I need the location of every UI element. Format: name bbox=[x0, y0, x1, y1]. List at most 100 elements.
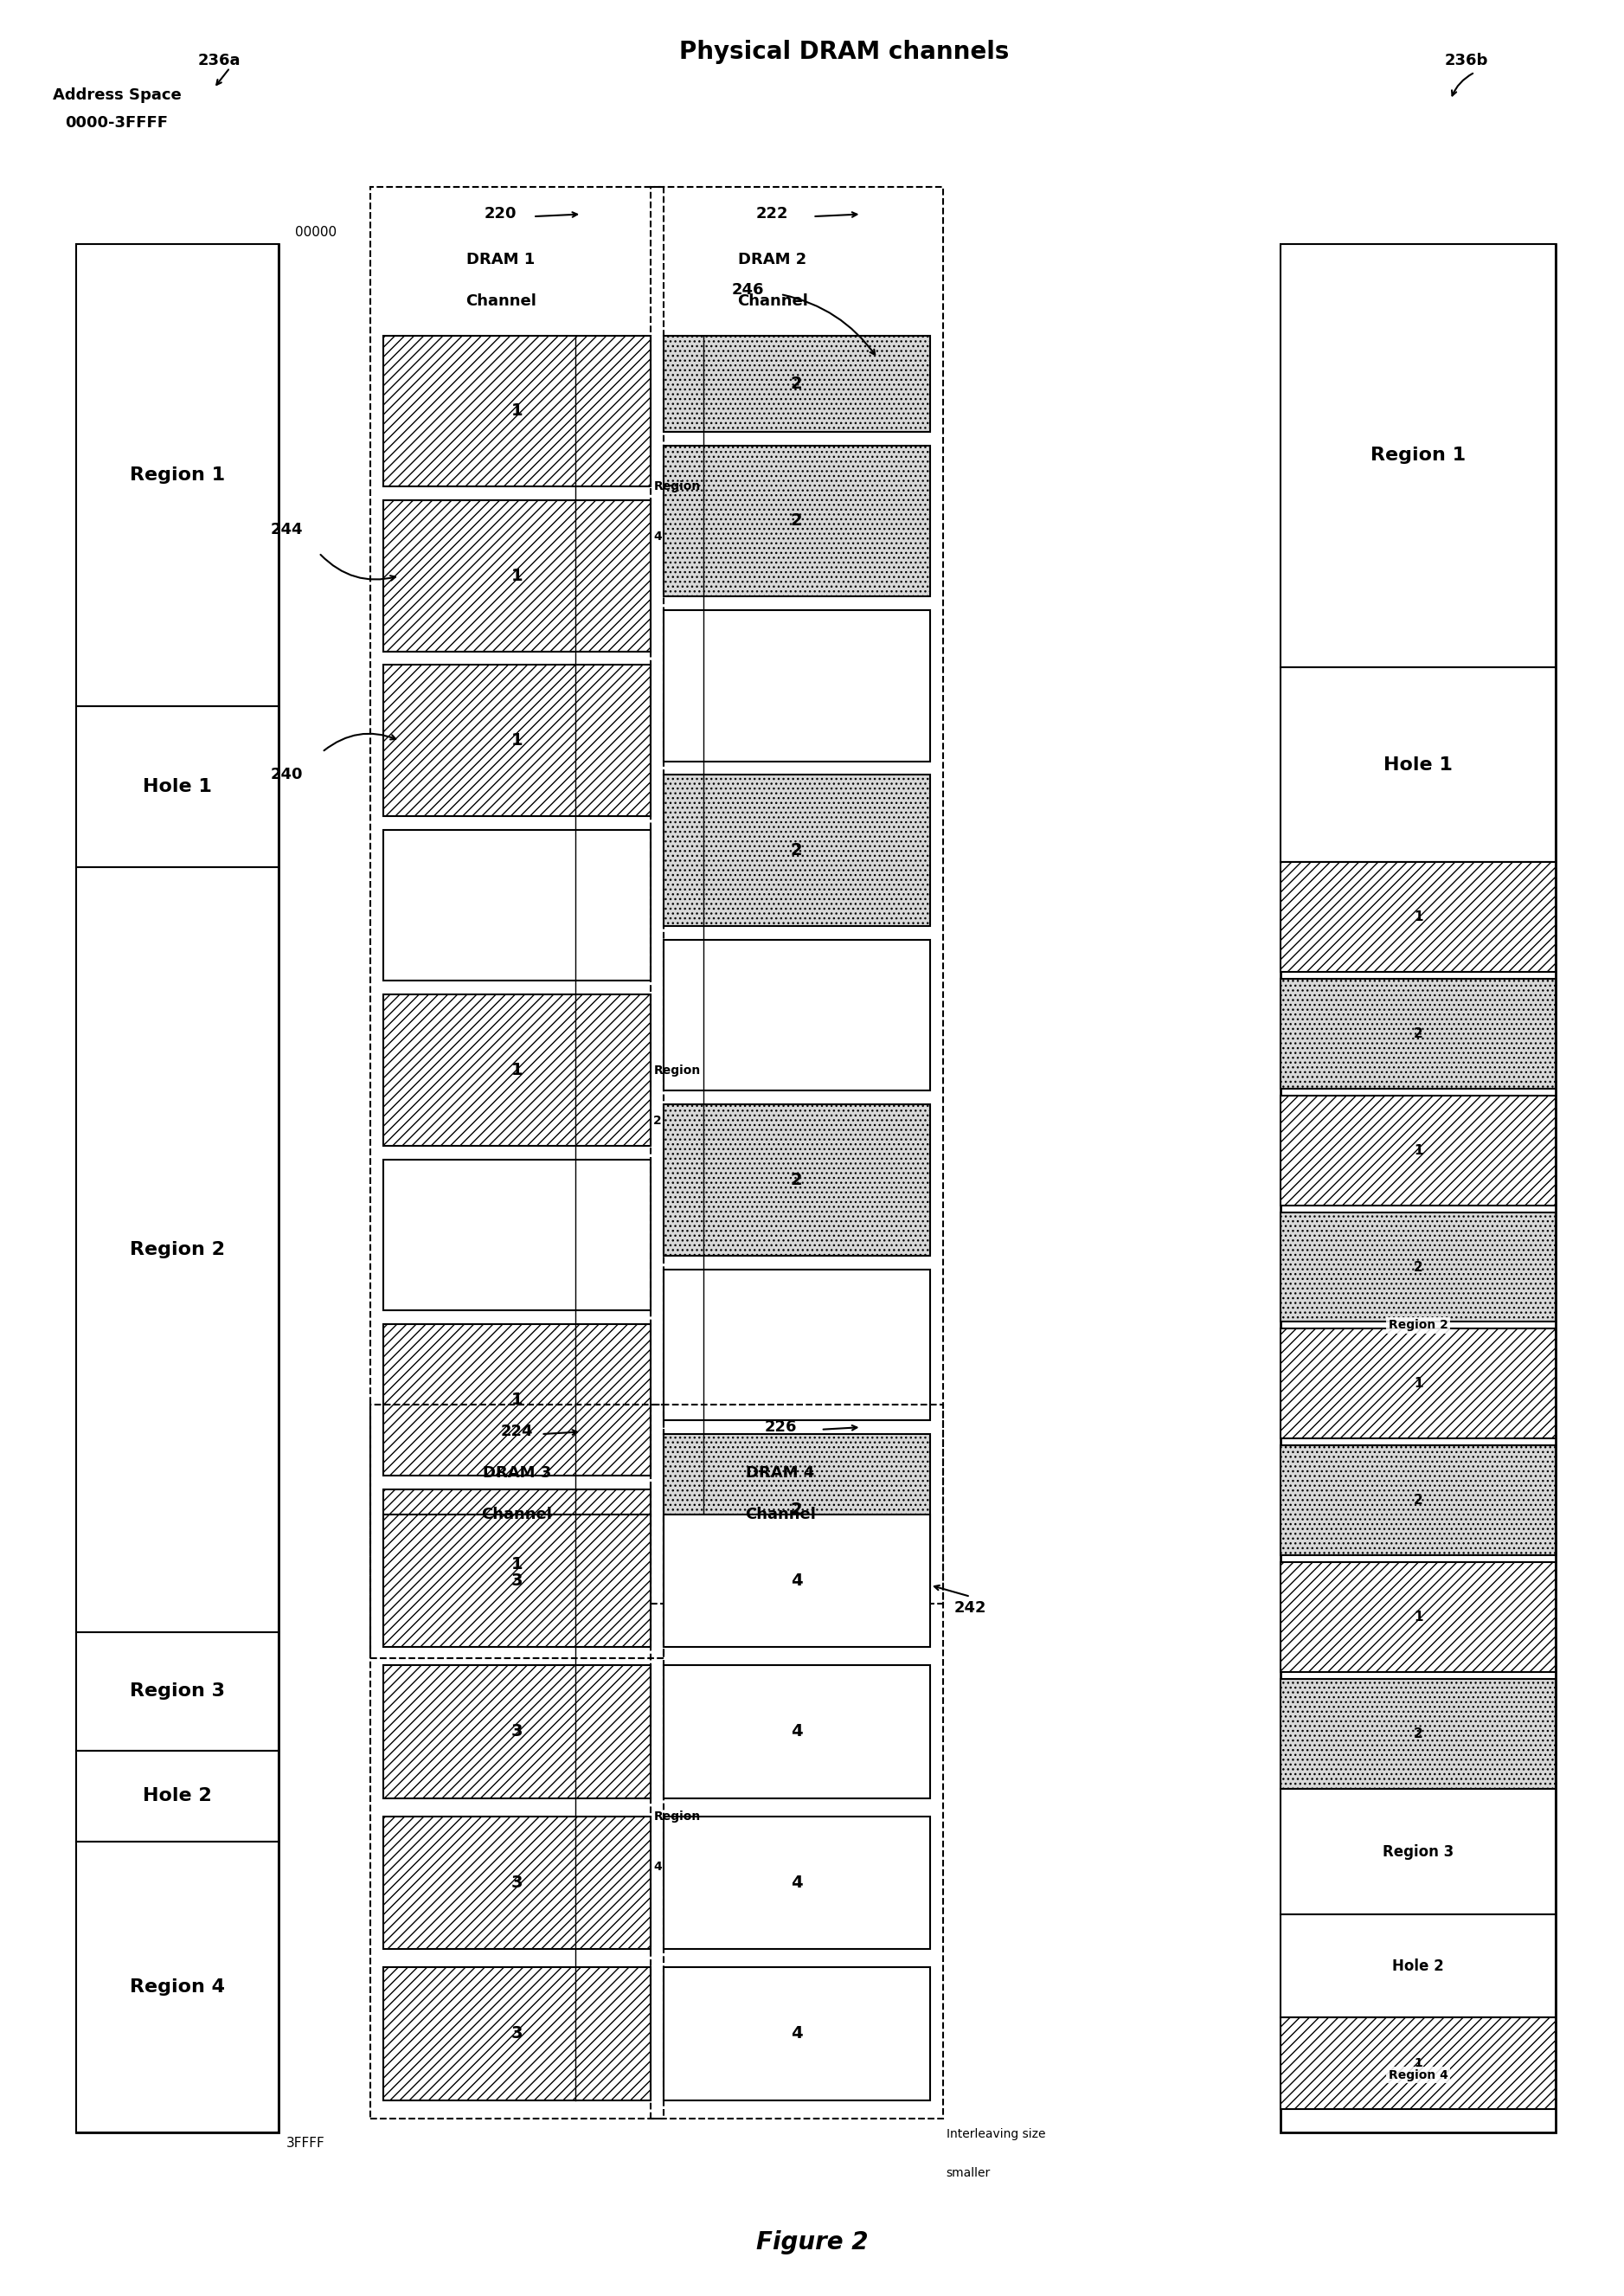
Bar bbox=[76, 1752, 278, 1841]
Bar bbox=[76, 243, 278, 2133]
Bar bbox=[1281, 1095, 1556, 1205]
Bar bbox=[650, 186, 944, 1603]
Bar bbox=[383, 1816, 650, 1949]
Bar bbox=[76, 1632, 278, 1752]
Text: Region 3: Region 3 bbox=[130, 1683, 226, 1699]
Text: 1: 1 bbox=[1415, 1612, 1423, 1623]
Bar bbox=[383, 1968, 650, 2101]
Text: 3: 3 bbox=[512, 2025, 523, 2041]
Text: 220: 220 bbox=[484, 207, 516, 223]
Text: Region 2: Region 2 bbox=[1389, 1320, 1449, 1332]
Text: 4: 4 bbox=[791, 2025, 802, 2041]
Text: 1: 1 bbox=[512, 1391, 523, 1407]
Bar bbox=[383, 1665, 650, 1798]
Text: 2: 2 bbox=[1413, 1495, 1423, 1506]
Text: 1: 1 bbox=[512, 402, 523, 420]
Text: DRAM 2: DRAM 2 bbox=[737, 253, 807, 269]
Text: 4: 4 bbox=[791, 1724, 802, 1740]
Bar bbox=[383, 501, 650, 652]
Bar bbox=[76, 868, 278, 1632]
Bar bbox=[76, 707, 278, 868]
Text: 2: 2 bbox=[653, 1114, 663, 1127]
Text: 2: 2 bbox=[791, 1171, 802, 1189]
Bar bbox=[663, 1816, 931, 1949]
Bar bbox=[383, 666, 650, 815]
Bar bbox=[1281, 1561, 1556, 1671]
Text: 242: 242 bbox=[955, 1600, 987, 1616]
Bar bbox=[1281, 1789, 1556, 1915]
Text: Region 2: Region 2 bbox=[130, 1240, 226, 1258]
Text: 00000: 00000 bbox=[294, 225, 336, 239]
Text: 3: 3 bbox=[512, 1874, 523, 1892]
Text: 1: 1 bbox=[512, 732, 523, 748]
Text: 1: 1 bbox=[512, 1557, 523, 1573]
Text: DRAM 4: DRAM 4 bbox=[745, 1465, 815, 1481]
Text: 0000-3FFFF: 0000-3FFFF bbox=[65, 115, 169, 131]
Bar bbox=[1281, 1678, 1556, 1789]
Text: 240: 240 bbox=[270, 767, 302, 783]
Text: Channel: Channel bbox=[737, 294, 807, 310]
Text: 2: 2 bbox=[1413, 1261, 1423, 1274]
Bar bbox=[383, 994, 650, 1146]
Bar bbox=[663, 1968, 931, 2101]
Bar bbox=[663, 445, 931, 597]
Bar bbox=[76, 1841, 278, 2133]
Text: 226: 226 bbox=[765, 1419, 797, 1435]
Bar bbox=[663, 776, 931, 925]
Bar bbox=[1281, 1915, 1556, 2018]
Text: Region 3: Region 3 bbox=[1382, 1844, 1453, 1860]
Text: Hole 1: Hole 1 bbox=[1384, 755, 1453, 774]
Bar bbox=[383, 1159, 650, 1311]
Text: Hole 2: Hole 2 bbox=[143, 1786, 211, 1805]
Bar bbox=[663, 1435, 931, 1584]
Text: Channel: Channel bbox=[466, 294, 536, 310]
Text: 1: 1 bbox=[512, 1063, 523, 1079]
Text: 1: 1 bbox=[1415, 909, 1423, 923]
Text: Channel: Channel bbox=[745, 1506, 815, 1522]
Bar bbox=[383, 1490, 650, 1639]
Text: Region: Region bbox=[653, 480, 700, 494]
Bar bbox=[1281, 668, 1556, 861]
Bar bbox=[663, 1513, 931, 1646]
Bar bbox=[663, 1104, 931, 1256]
Bar bbox=[663, 335, 931, 432]
Text: 236a: 236a bbox=[198, 53, 240, 69]
Text: smaller: smaller bbox=[947, 2167, 991, 2179]
Text: 1: 1 bbox=[1415, 1378, 1423, 1391]
Bar bbox=[383, 829, 650, 980]
Text: 1: 1 bbox=[1415, 2057, 1423, 2069]
Bar bbox=[1281, 1329, 1556, 1440]
Text: Channel: Channel bbox=[482, 1506, 552, 1522]
Text: Region: Region bbox=[653, 1063, 700, 1077]
Bar bbox=[370, 1405, 663, 2119]
Text: 246: 246 bbox=[732, 282, 765, 298]
Text: Region: Region bbox=[653, 1809, 700, 1823]
Bar bbox=[1281, 243, 1556, 668]
Text: Region 1: Region 1 bbox=[130, 466, 226, 484]
Text: 4: 4 bbox=[653, 530, 663, 542]
Text: Figure 2: Figure 2 bbox=[757, 2229, 867, 2255]
Bar bbox=[1281, 978, 1556, 1088]
Bar bbox=[1281, 2018, 1556, 2110]
Text: 1: 1 bbox=[1415, 1143, 1423, 1157]
Bar bbox=[663, 939, 931, 1091]
Text: 2: 2 bbox=[791, 374, 802, 393]
Bar bbox=[370, 186, 663, 1658]
Text: 2: 2 bbox=[1413, 1727, 1423, 1740]
Bar bbox=[1281, 243, 1556, 2133]
Text: DRAM 1: DRAM 1 bbox=[466, 253, 534, 269]
Text: 3: 3 bbox=[512, 1724, 523, 1740]
Text: 2: 2 bbox=[1413, 1026, 1423, 1040]
Text: Interleaving size: Interleaving size bbox=[947, 2128, 1046, 2140]
Text: 4: 4 bbox=[791, 1874, 802, 1892]
Text: 236b: 236b bbox=[1445, 53, 1489, 69]
Text: 4: 4 bbox=[653, 1860, 663, 1874]
Text: 2: 2 bbox=[791, 512, 802, 528]
Bar bbox=[383, 1325, 650, 1476]
Text: Physical DRAM channels: Physical DRAM channels bbox=[679, 39, 1010, 64]
Text: 1: 1 bbox=[512, 567, 523, 583]
Bar bbox=[663, 611, 931, 762]
Text: 3FFFF: 3FFFF bbox=[286, 2138, 325, 2149]
Text: Region 1: Region 1 bbox=[1371, 448, 1466, 464]
Text: 224: 224 bbox=[500, 1424, 533, 1440]
